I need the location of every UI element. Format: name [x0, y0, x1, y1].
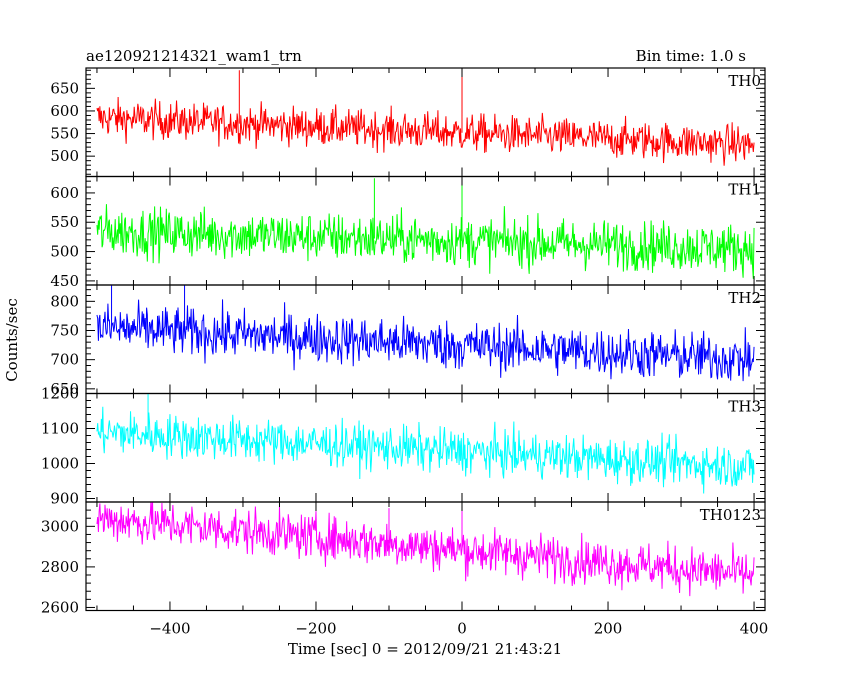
- y-tick-label: 1200: [41, 385, 79, 403]
- series-line-th3: [96, 393, 755, 494]
- y-tick-label: 2800: [41, 558, 79, 576]
- panels: 500 550 600 650 TH0 450 500 550 600 TH1 650 700 750 8…: [41, 67, 769, 638]
- x-tick-label: −400: [149, 620, 190, 638]
- y-tick-label: 800: [50, 292, 79, 310]
- panel-label-th2: TH2: [728, 289, 761, 307]
- y-tick-label: 2600: [41, 598, 79, 616]
- chart-title: ae120921214321_wam1_trn: [86, 47, 302, 65]
- x-tick-label: 400: [740, 620, 769, 638]
- x-tick-label: −200: [295, 620, 336, 638]
- series-line-th1: [96, 178, 755, 279]
- panel-th0: 500 550 600 650 TH0: [50, 67, 766, 178]
- y-tick-label: 750: [50, 322, 79, 340]
- y-tick-label: 500: [50, 243, 79, 261]
- panel-th3: 900 1000 1100 1200 TH3: [41, 385, 766, 508]
- y-tick-label: 600: [50, 102, 79, 120]
- y-tick-label: 700: [50, 351, 79, 369]
- panel-label-th0123: TH0123: [700, 506, 761, 524]
- y-tick-label: 3000: [41, 517, 79, 535]
- x-tick-label: 200: [594, 620, 623, 638]
- y-tick-label: 450: [50, 272, 79, 290]
- y-tick-label: 650: [50, 380, 79, 398]
- y-tick-label: 900: [50, 490, 79, 508]
- x-axis-label: Time [sec] 0 = 2012/09/21 21:43:21: [288, 640, 562, 658]
- y-tick-label: 550: [50, 125, 79, 143]
- series-line-th2: [96, 285, 755, 382]
- panel-label-th0: TH0: [728, 72, 761, 90]
- y-tick-label: 500: [50, 147, 79, 165]
- panel-th0123: 2600 2800 3000 TH0123: [41, 501, 766, 616]
- y-tick-label: 600: [50, 184, 79, 202]
- y-tick-label: 1100: [41, 420, 79, 438]
- panel-th2: 650 700 750 800 TH2: [50, 284, 766, 398]
- series-line-th0123: [96, 502, 755, 597]
- y-tick-label: 650: [50, 79, 79, 97]
- panel-th1: 450 500 550 600 TH1: [50, 175, 766, 290]
- y-tick-label: 550: [50, 213, 79, 231]
- y-axis-label: Counts/sec: [3, 298, 21, 382]
- x-tick-label: 0: [457, 620, 467, 638]
- bin-time-label: Bin time: 1.0 s: [636, 47, 746, 65]
- panel-frame: [85, 284, 766, 395]
- y-tick-label: 1000: [41, 455, 79, 473]
- panel-label-th1: TH1: [728, 181, 761, 199]
- panel-label-th3: TH3: [728, 398, 761, 416]
- series-line-th0: [96, 68, 755, 166]
